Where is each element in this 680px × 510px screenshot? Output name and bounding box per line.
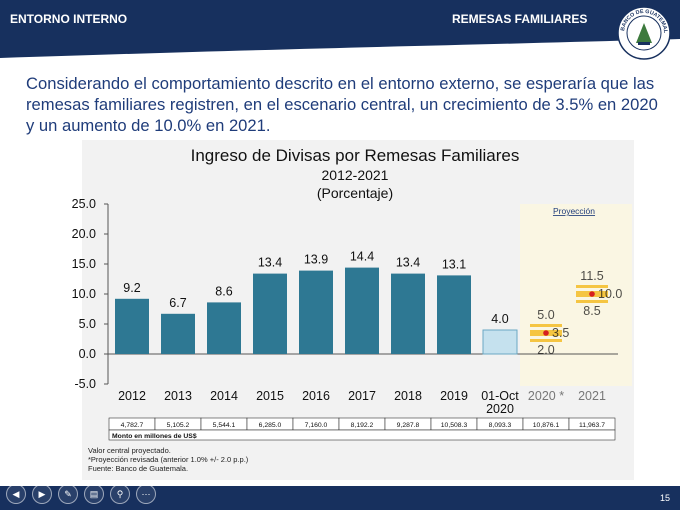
- bank-logo: BANCO DE GUATEMALA: [614, 3, 671, 60]
- topic-title: REMESAS FAMILIARES: [452, 12, 588, 26]
- projection-high-label: 5.0: [537, 308, 554, 322]
- y-tick-label: -5.0: [74, 377, 96, 391]
- chart-title: Ingreso de Divisas por Remesas Familiare…: [191, 146, 520, 165]
- chart-unit-label: (Porcentaje): [317, 185, 393, 201]
- prev-icon[interactable]: ◀: [6, 484, 26, 504]
- pen-icon[interactable]: ✎: [58, 484, 78, 504]
- section-title: ENTORNO INTERNO: [10, 12, 128, 26]
- bar-2013: [161, 313, 195, 354]
- chart-notes: Valor central proyectado. *Proyección re…: [88, 446, 248, 473]
- projection-central-label: 3.5: [552, 326, 569, 340]
- bar-2012: [115, 298, 149, 354]
- table-value: 8,093.3: [489, 422, 512, 429]
- bar-value-label: 8.6: [215, 284, 232, 298]
- bar-2018: [391, 273, 425, 354]
- y-tick-label: 20.0: [72, 227, 96, 241]
- x-tick-label: 2017: [348, 389, 376, 403]
- projection-low-band: [576, 300, 608, 303]
- zoom-icon[interactable]: ⚲: [110, 484, 130, 504]
- slides-icon[interactable]: ▤: [84, 484, 104, 504]
- table-caption-row: [108, 429, 616, 441]
- table-value: 5,544.1: [213, 422, 236, 429]
- projection-high-band: [576, 285, 608, 288]
- note-2: *Proyección revisada (anterior 1.0% +/- …: [88, 455, 249, 464]
- table-value: 10,508.3: [441, 422, 468, 429]
- x-tick-label: 2020 *: [528, 389, 564, 403]
- bar-value-label: 13.1: [442, 257, 466, 271]
- table-value: 9,287.8: [397, 422, 420, 429]
- projection-high-band: [530, 324, 562, 327]
- projection-central-label: 10.0: [598, 287, 622, 301]
- table-caption: Monto en millones de US$: [112, 433, 197, 440]
- bar-value-label: 13.9: [304, 253, 328, 267]
- bar-value-label: 13.4: [396, 256, 420, 270]
- bar-value-label: 14.4: [350, 250, 374, 264]
- y-tick-label: 25.0: [72, 197, 96, 211]
- note-1: Valor central proyectado.: [88, 446, 171, 455]
- y-tick-label: 0.0: [79, 347, 96, 361]
- table-value: 8,192.2: [351, 422, 374, 429]
- table-value: 7,160.0: [305, 422, 328, 429]
- bar-2015: [253, 273, 287, 354]
- header-bar: ENTORNO INTERNO REMESAS FAMILIARES: [0, 0, 680, 38]
- x-tick-label: 2013: [164, 389, 192, 403]
- projection-low-label: 2.0: [537, 343, 554, 357]
- projection-low-label: 8.5: [583, 304, 600, 318]
- projection-central-point: [543, 330, 549, 336]
- x-tick-sublabel: 2020: [486, 402, 514, 416]
- bar-value-label: 13.4: [258, 256, 282, 270]
- x-tick-label: 2018: [394, 389, 422, 403]
- projection-high-label: 11.5: [580, 269, 603, 283]
- x-tick-label: 2016: [302, 389, 330, 403]
- bar-2019: [437, 275, 471, 354]
- bar-01-Oct: [482, 329, 518, 355]
- table-value: 10,876.1: [533, 422, 560, 429]
- intro-text: Considerando el comportamiento descrito …: [26, 74, 658, 135]
- x-tick-label: 2012: [118, 389, 146, 403]
- bar-value-label: 4.0: [491, 312, 508, 326]
- bar-2017: [345, 267, 379, 354]
- table-value: 4,782.7: [121, 422, 144, 429]
- x-tick-label: 2021: [578, 389, 606, 403]
- table-value: 6,285.0: [259, 422, 282, 429]
- bar-value-label: 6.7: [169, 296, 186, 310]
- bar-2014: [207, 302, 241, 354]
- next-icon[interactable]: ▶: [32, 484, 52, 504]
- note-3: Fuente: Banco de Guatemala.: [88, 464, 189, 473]
- projection-low-band: [530, 339, 562, 342]
- projection-central-point: [589, 291, 595, 297]
- chart-subtitle: 2012-2021: [322, 167, 389, 183]
- header-swoosh: [0, 36, 680, 58]
- x-tick-label: 01-Oct: [481, 389, 519, 403]
- more-icon[interactable]: ⋯: [136, 484, 156, 504]
- x-tick-label: 2015: [256, 389, 284, 403]
- y-tick-label: 10.0: [72, 287, 96, 301]
- table-value: 11,963.7: [579, 422, 605, 429]
- bar-2016: [299, 270, 333, 354]
- y-tick-label: 15.0: [72, 257, 96, 271]
- bar-value-label: 9.2: [123, 281, 140, 295]
- projection-label: Proyección: [553, 206, 595, 216]
- y-tick-label: 5.0: [79, 317, 96, 331]
- x-tick-label: 2019: [440, 389, 468, 403]
- page-number: 15: [660, 493, 671, 503]
- x-tick-label: 2014: [210, 389, 238, 403]
- table-value: 5,105.2: [167, 422, 190, 429]
